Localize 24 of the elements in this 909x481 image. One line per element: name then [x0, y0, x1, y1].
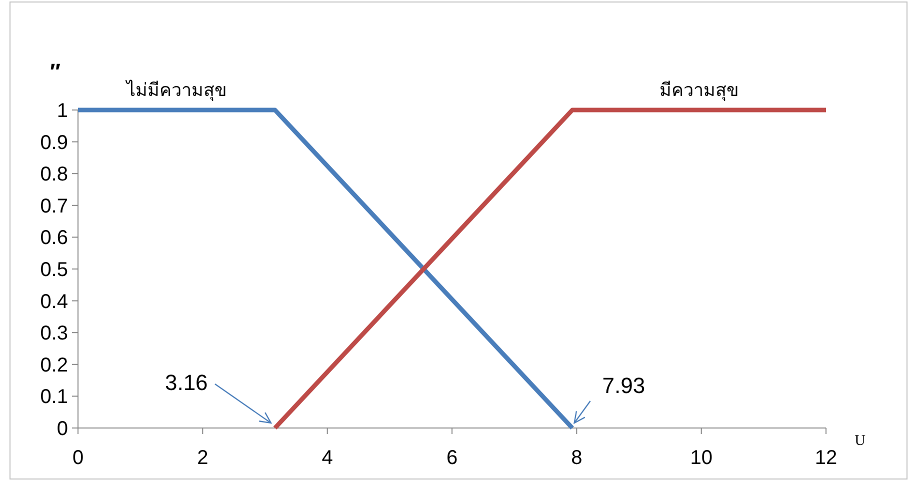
x-tick-label: 2 [197, 447, 208, 469]
y-tick-label: 0.1 [40, 386, 68, 408]
annotation: 3.16 [164, 370, 208, 395]
x-tick-label: 8 [571, 447, 582, 469]
y-tick-label: 0.2 [40, 354, 68, 376]
y-tick-label: 0.6 [40, 227, 68, 250]
annotation: 7.93 [602, 373, 646, 398]
x-tick-label: 0 [72, 447, 84, 469]
y-tick-label: 0 [56, 418, 68, 440]
x-tick-label: 10 [690, 447, 712, 469]
x-tick-label: 12 [814, 447, 838, 469]
y-tick-label: 1 [56, 100, 68, 122]
y-tick-label: 0.9 [40, 132, 68, 154]
series-label: มีความสุข [660, 80, 739, 101]
y-tick-label: 0.8 [40, 164, 68, 186]
y-tick-label: 0.3 [40, 322, 68, 345]
y-tick-label: 0.5 [40, 259, 68, 281]
y-axis-title: ″ [48, 59, 61, 84]
x-tick-label: 4 [322, 447, 333, 469]
series-label: ไม่มีความสุข [124, 79, 226, 101]
y-tick-label: 0.7 [40, 195, 68, 218]
y-tick-label: 0.4 [40, 290, 68, 313]
x-axis-title: U [854, 433, 866, 449]
x-tick-label: 6 [446, 447, 458, 469]
